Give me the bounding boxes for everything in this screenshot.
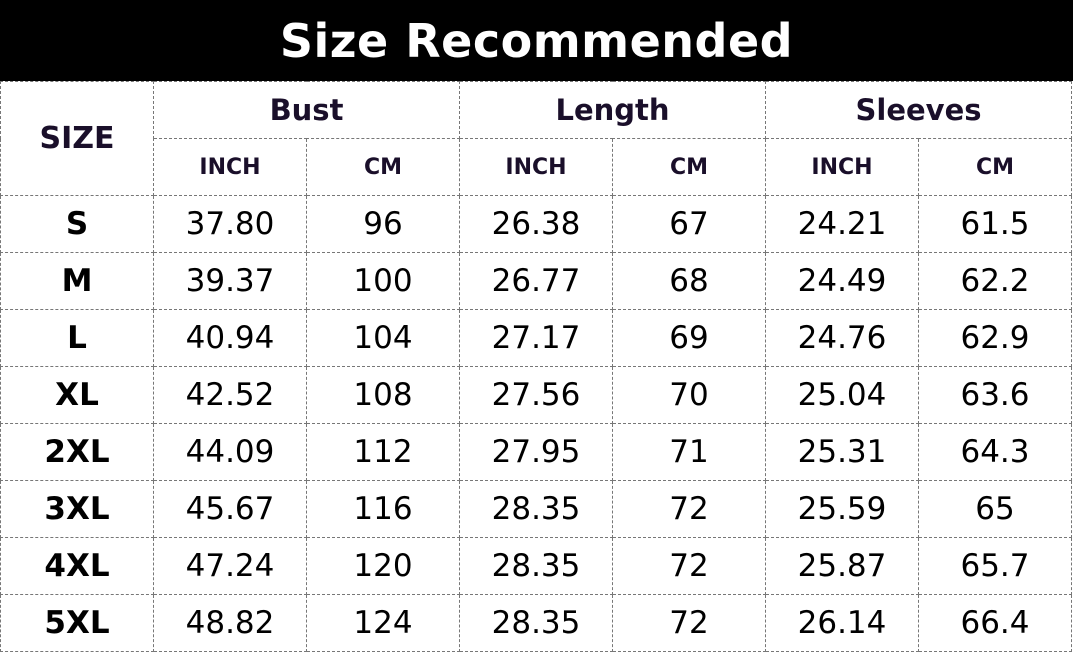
size-label: M [0,252,154,310]
table-cell: 65.7 [918,537,1072,595]
table-cell: 27.95 [459,423,613,481]
table-cell: 69 [612,309,766,367]
header-size: SIZE [0,81,154,196]
table-cell: 28.35 [459,537,613,595]
size-label: 4XL [0,537,154,595]
header-unit: CM [612,138,766,196]
table-cell: 27.17 [459,309,613,367]
table-row: XL 42.52 108 27.56 70 25.04 63.6 [0,366,1072,424]
table-cell: 39.37 [153,252,307,310]
table-cell: 42.52 [153,366,307,424]
table-cell: 28.35 [459,594,613,652]
table-cell: 68 [612,252,766,310]
header-unit: INCH [765,138,919,196]
table-cell: 25.87 [765,537,919,595]
size-label: 3XL [0,480,154,538]
header-unit: INCH [459,138,613,196]
table-row: 2XL 44.09 112 27.95 71 25.31 64.3 [0,423,1072,481]
header-row-units: INCH CM INCH CM INCH CM [1,138,1072,196]
table-cell: 26.38 [459,195,613,253]
table-cell: 67 [612,195,766,253]
table-cell: 64.3 [918,423,1072,481]
table-row: 3XL 45.67 116 28.35 72 25.59 65 [0,480,1072,538]
size-label: L [0,309,154,367]
table-cell: 27.56 [459,366,613,424]
table-cell: 66.4 [918,594,1072,652]
header-unit: CM [918,138,1072,196]
size-label: 2XL [0,423,154,481]
table-cell: 100 [306,252,460,310]
table-cell: 112 [306,423,460,481]
table-cell: 25.59 [765,480,919,538]
table-cell: 124 [306,594,460,652]
table-cell: 25.31 [765,423,919,481]
table-cell: 120 [306,537,460,595]
header-row-groups: SIZE Bust Length Sleeves [0,81,1072,196]
table-cell: 63.6 [918,366,1072,424]
table-cell: 70 [612,366,766,424]
table-cell: 44.09 [153,423,307,481]
header-unit: CM [306,138,460,196]
table-cell: 116 [306,480,460,538]
table-cell: 37.80 [153,195,307,253]
table-cell: 28.35 [459,480,613,538]
table-cell: 25.04 [765,366,919,424]
table-cell: 108 [306,366,460,424]
table-cell: 62.2 [918,252,1072,310]
table-cell: 104 [306,309,460,367]
table-cell: 48.82 [153,594,307,652]
table-cell: 72 [612,537,766,595]
header-sleeves: Sleeves [765,81,1072,139]
table-cell: 24.49 [765,252,919,310]
size-table: SIZE Bust Length Sleeves INCH CM INCH CM… [0,81,1072,652]
table-row: 5XL 48.82 124 28.35 72 26.14 66.4 [0,594,1072,652]
table-row: L 40.94 104 27.17 69 24.76 62.9 [0,309,1072,367]
header-unit: INCH [153,138,307,196]
table-cell: 65 [918,480,1072,538]
table-cell: 26.14 [765,594,919,652]
table-cell: 45.67 [153,480,307,538]
header-bust: Bust [153,81,460,139]
page-title: Size Recommended [0,0,1073,81]
table-cell: 71 [612,423,766,481]
size-label: XL [0,366,154,424]
table-cell: 61.5 [918,195,1072,253]
table-cell: 72 [612,594,766,652]
table-cell: 72 [612,480,766,538]
size-label: 5XL [0,594,154,652]
table-cell: 24.21 [765,195,919,253]
table-row: S 37.80 96 26.38 67 24.21 61.5 [0,195,1072,253]
table-cell: 24.76 [765,309,919,367]
table-cell: 47.24 [153,537,307,595]
table-cell: 40.94 [153,309,307,367]
table-cell: 96 [306,195,460,253]
size-label: S [0,195,154,253]
table-cell: 26.77 [459,252,613,310]
table-row: M 39.37 100 26.77 68 24.49 62.2 [0,252,1072,310]
table-cell: 62.9 [918,309,1072,367]
header-length: Length [459,81,766,139]
table-row: 4XL 47.24 120 28.35 72 25.87 65.7 [0,537,1072,595]
